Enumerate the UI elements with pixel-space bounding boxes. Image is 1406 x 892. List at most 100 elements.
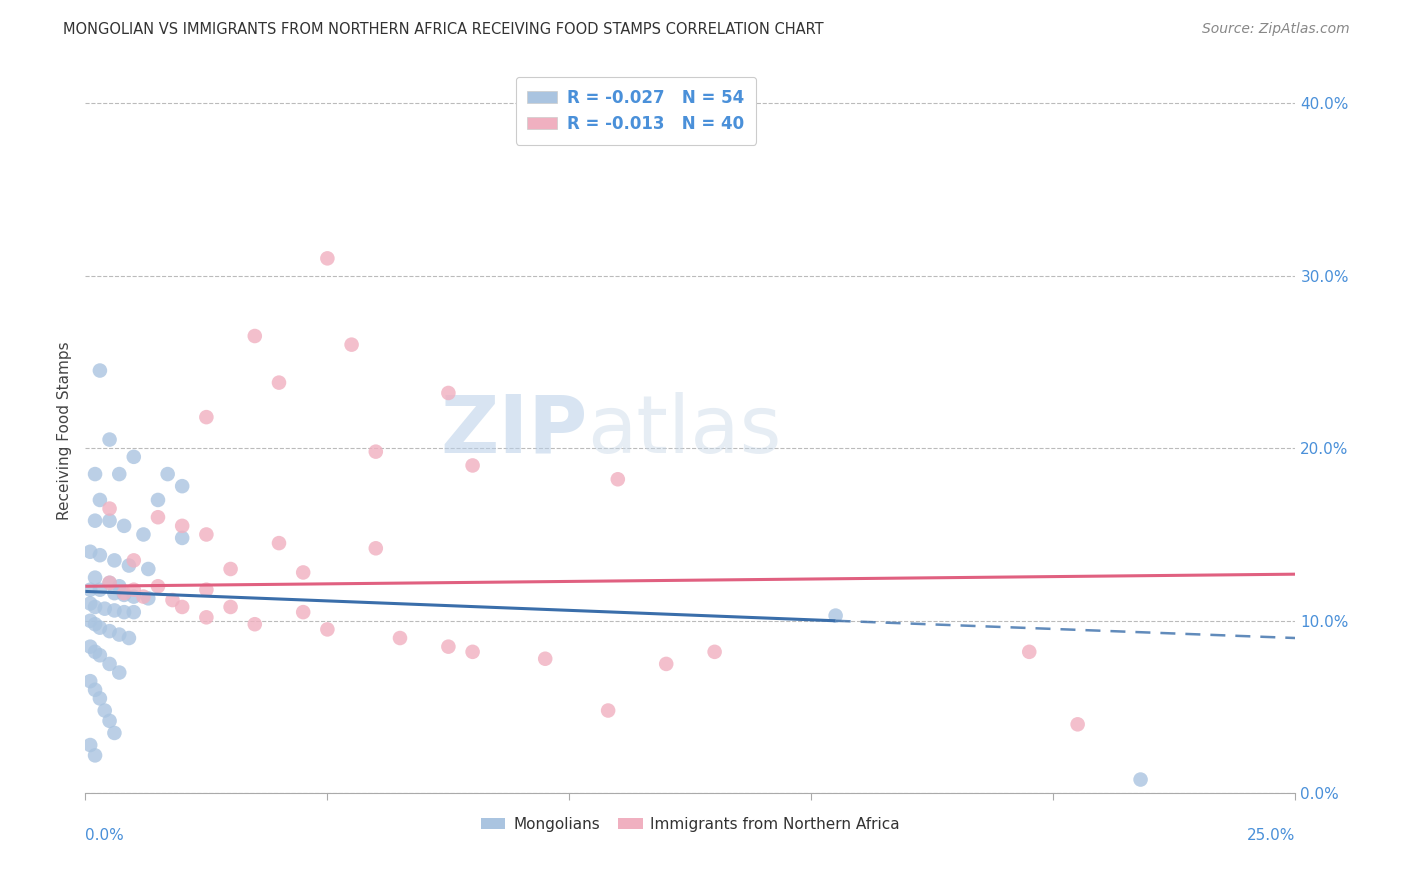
Point xyxy=(122,605,145,619)
Point xyxy=(195,527,218,541)
Point xyxy=(219,599,242,614)
Point xyxy=(534,651,557,665)
Point xyxy=(316,252,339,266)
Point xyxy=(437,386,460,401)
Point xyxy=(108,579,131,593)
Point xyxy=(292,605,315,619)
Point xyxy=(1129,772,1152,787)
Point xyxy=(243,329,266,343)
Point xyxy=(437,640,460,654)
Point xyxy=(112,588,135,602)
Point xyxy=(112,519,135,533)
Point xyxy=(98,514,121,528)
Point xyxy=(195,410,218,425)
Point xyxy=(1018,645,1040,659)
Point xyxy=(122,553,145,567)
Y-axis label: Receiving Food Stamps: Receiving Food Stamps xyxy=(58,342,72,520)
Point xyxy=(267,536,290,550)
Point xyxy=(364,541,387,556)
Point xyxy=(267,376,290,390)
Point xyxy=(461,458,484,473)
Point xyxy=(388,631,411,645)
Point xyxy=(172,479,194,493)
Point xyxy=(122,450,145,464)
Point xyxy=(195,610,218,624)
Point xyxy=(118,631,141,645)
Point xyxy=(364,444,387,458)
Point xyxy=(93,601,115,615)
Text: Source: ZipAtlas.com: Source: ZipAtlas.com xyxy=(1202,22,1350,37)
Point xyxy=(172,531,194,545)
Point xyxy=(93,704,115,718)
Point xyxy=(103,553,125,567)
Point xyxy=(98,575,121,590)
Point xyxy=(292,566,315,580)
Point xyxy=(340,337,363,351)
Point xyxy=(112,586,135,600)
Point xyxy=(172,519,194,533)
Point xyxy=(84,599,107,614)
Point xyxy=(98,433,121,447)
Point xyxy=(103,726,125,740)
Point xyxy=(118,558,141,573)
Point xyxy=(195,582,218,597)
Point xyxy=(162,593,184,607)
Text: ZIP: ZIP xyxy=(440,392,588,470)
Point xyxy=(108,665,131,680)
Point xyxy=(89,582,111,597)
Point xyxy=(219,562,242,576)
Point xyxy=(606,472,628,486)
Point xyxy=(98,575,121,590)
Point xyxy=(112,605,135,619)
Point xyxy=(84,645,107,659)
Point xyxy=(132,527,155,541)
Point xyxy=(172,599,194,614)
Point xyxy=(655,657,678,671)
Point xyxy=(98,657,121,671)
Point xyxy=(79,640,101,654)
Point xyxy=(89,648,111,663)
Text: 25.0%: 25.0% xyxy=(1247,828,1295,843)
Point xyxy=(146,579,169,593)
Point xyxy=(84,514,107,528)
Point xyxy=(79,738,101,752)
Point xyxy=(84,571,107,585)
Point xyxy=(108,467,131,481)
Point xyxy=(89,493,111,508)
Point xyxy=(98,501,121,516)
Point xyxy=(98,624,121,639)
Point xyxy=(79,597,101,611)
Point xyxy=(243,617,266,632)
Point xyxy=(84,748,107,763)
Text: 0.0%: 0.0% xyxy=(86,828,124,843)
Point xyxy=(316,623,339,637)
Point xyxy=(79,545,101,559)
Point xyxy=(136,591,159,606)
Point xyxy=(79,582,101,597)
Text: atlas: atlas xyxy=(588,392,782,470)
Point xyxy=(1066,717,1088,731)
Point xyxy=(89,548,111,562)
Point xyxy=(146,493,169,508)
Point xyxy=(98,714,121,728)
Point xyxy=(146,510,169,524)
Point xyxy=(122,590,145,604)
Point xyxy=(136,562,159,576)
Point xyxy=(89,621,111,635)
Text: MONGOLIAN VS IMMIGRANTS FROM NORTHERN AFRICA RECEIVING FOOD STAMPS CORRELATION C: MONGOLIAN VS IMMIGRANTS FROM NORTHERN AF… xyxy=(63,22,824,37)
Point xyxy=(79,614,101,628)
Point xyxy=(598,704,620,718)
Point xyxy=(84,467,107,481)
Point xyxy=(108,627,131,641)
Point xyxy=(461,645,484,659)
Point xyxy=(156,467,179,481)
Point xyxy=(103,603,125,617)
Point xyxy=(703,645,725,659)
Point xyxy=(89,363,111,377)
Point xyxy=(122,582,145,597)
Legend: Mongolians, Immigrants from Northern Africa: Mongolians, Immigrants from Northern Afr… xyxy=(475,811,905,838)
Point xyxy=(79,674,101,689)
Point xyxy=(103,586,125,600)
Point xyxy=(132,590,155,604)
Point xyxy=(84,682,107,697)
